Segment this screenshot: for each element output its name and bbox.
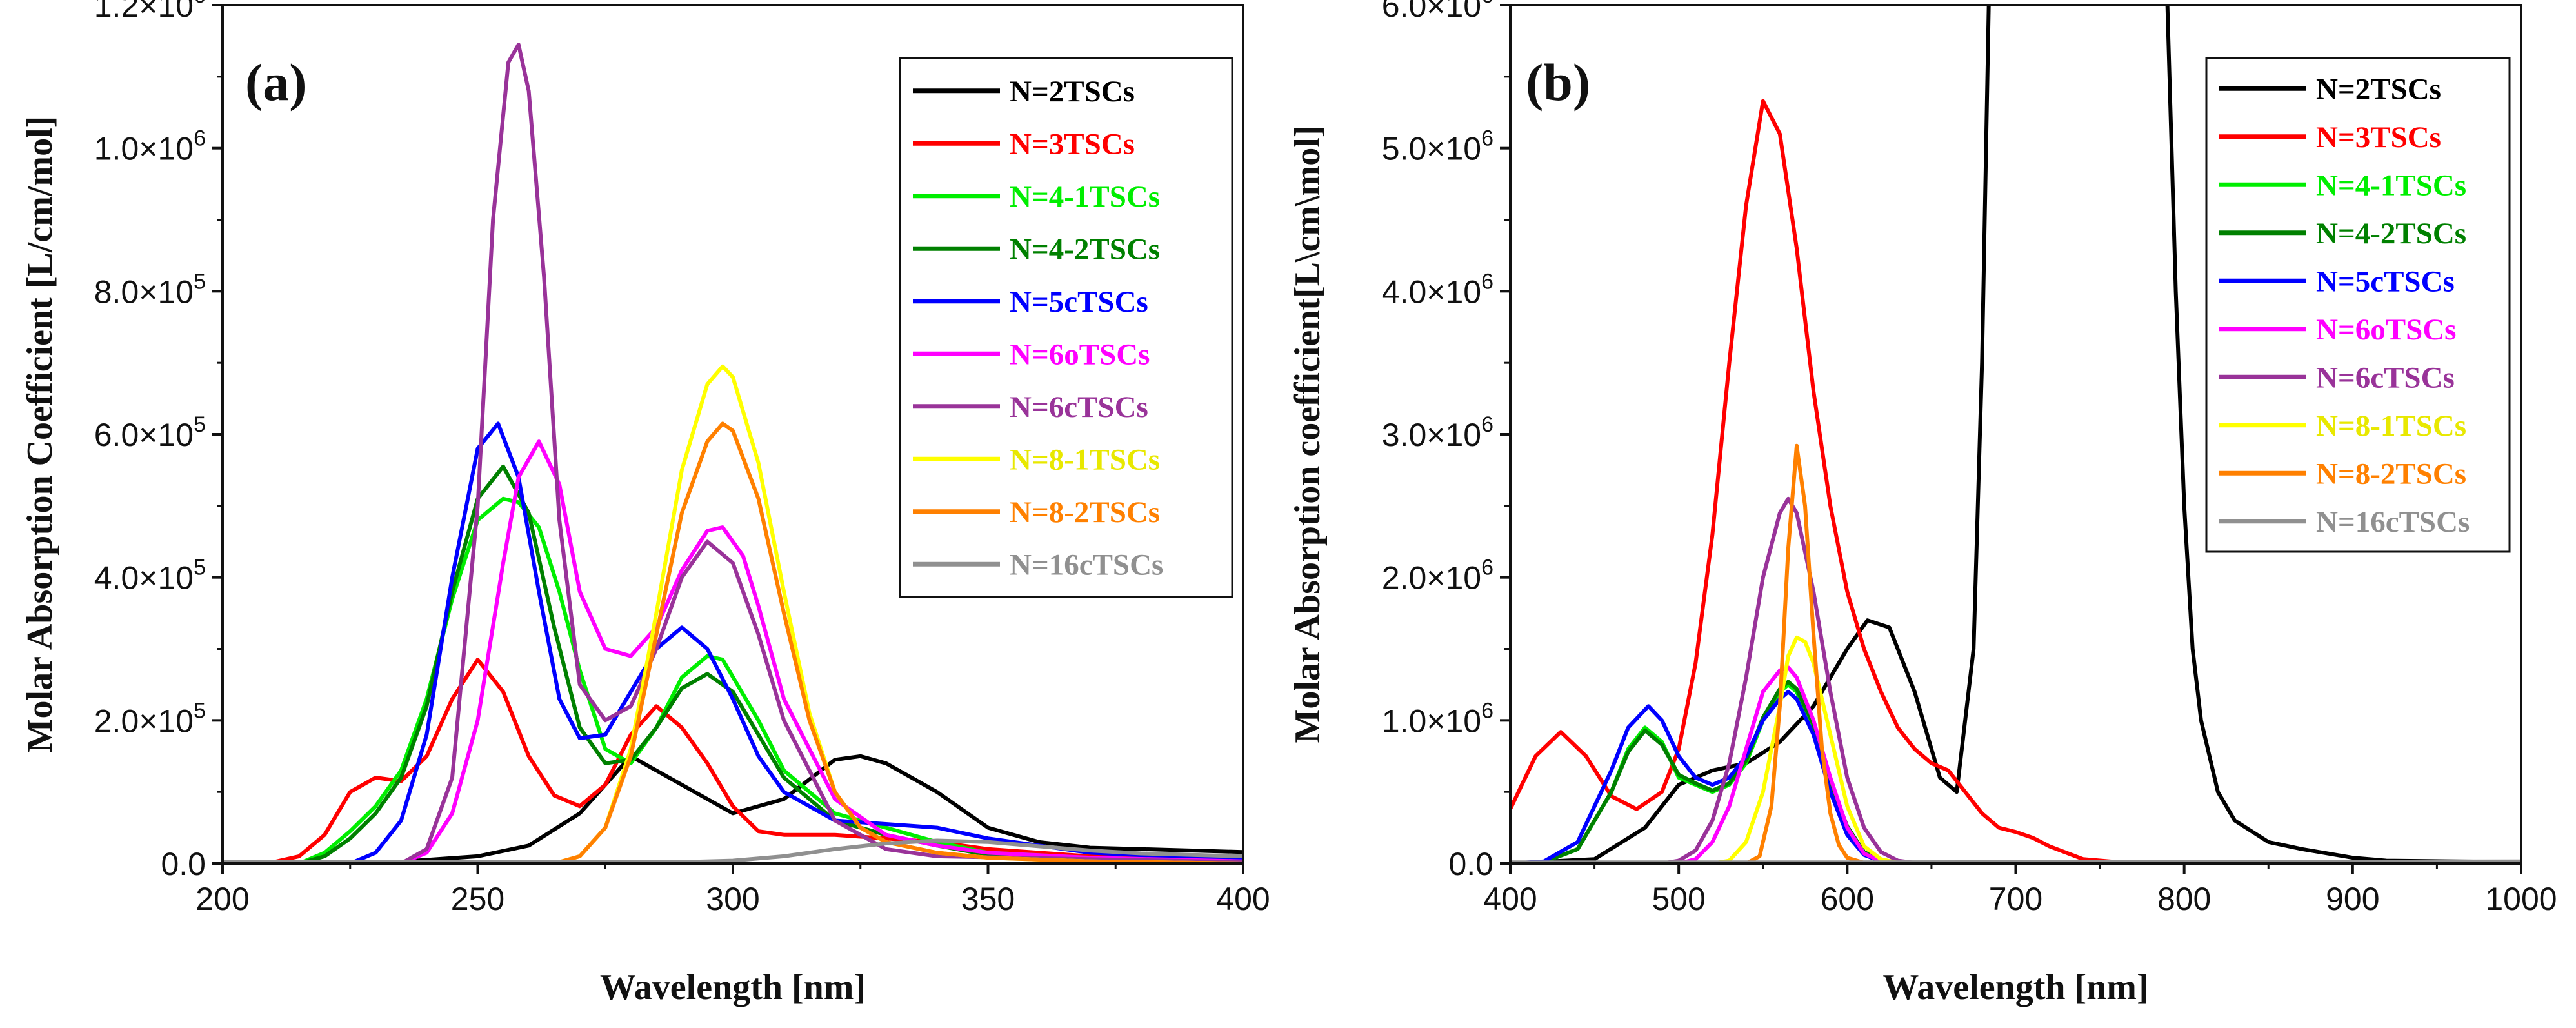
legend: N=2TSCs N=3TSCs N=4-1TSCs N=4-2TSCs N=5cTSCs… [2205, 57, 2511, 553]
y-tick-label: 0.0 [161, 846, 206, 882]
x-tick-label: 200 [195, 881, 249, 917]
y-tick-exponent: 5 [194, 269, 206, 294]
x-tick-label: 700 [1989, 881, 2042, 917]
y-tick-exponent: 6 [1481, 126, 1493, 151]
legend-label-n-2tscs: N=2TSCs [2316, 72, 2441, 106]
y-tick-exponent: 6 [1481, 698, 1493, 723]
y-tick-exponent: 6 [1481, 412, 1493, 437]
series-line-n-6ctscs [223, 43, 1243, 863]
y-tick-mantissa: 6.0×10 [94, 417, 194, 453]
legend-label-n-2tscs: N=2TSCs [1010, 75, 1135, 108]
series-line-n-2tscs [1510, 5, 2521, 863]
y-tick-mantissa: 3.0×10 [1382, 417, 1481, 453]
y-tick-label: 6.0×105 [94, 412, 206, 453]
y-tick-label: 4.0×106 [1382, 269, 1493, 310]
y-tick-label: 8.0×105 [94, 269, 206, 310]
y-tick-mantissa: 1.0×10 [1382, 703, 1481, 739]
y-tick-exponent: 5 [194, 698, 206, 723]
chart-panel-b: 400 500 600 700 800 900 10000.01.0×1062.0×1063… [1288, 0, 2557, 1007]
legend-label-n-4-1tscs: N=4-1TSCs [1010, 180, 1160, 214]
y-tick-label: 2.0×105 [94, 698, 206, 739]
y-tick-label: 1.0×106 [1382, 698, 1493, 739]
y-tick-label: 1.2×106 [94, 0, 206, 24]
y-tick-exponent: 6 [194, 0, 206, 8]
legend-label-n-8-2tscs: N=8-2TSCs [1010, 496, 1160, 529]
series-line-n-8-2tscs [223, 421, 1243, 863]
x-tick-label: 800 [2157, 881, 2211, 917]
legend-label-n-4-2tscs: N=4-2TSCs [2316, 217, 2466, 250]
legend-label-n-3tscs: N=3TSCs [2316, 121, 2441, 154]
chart-panel-a: 200 250 300 350 4000.02.0×1054.0×1056.0×1058… [20, 0, 1270, 1007]
y-tick-label: 0.0 [1448, 846, 1493, 882]
series-line-n-8-2tscs [1510, 443, 2018, 863]
y-tick-label: 1.0×106 [94, 126, 206, 167]
legend-label-n-16ctscs: N=16cTSCs [1010, 548, 1163, 581]
y-tick-label: 6.0×106 [1382, 0, 1493, 24]
y-axis-title: Molar Absorption Coefficient [L/cm/mol] [20, 116, 60, 753]
legend-label-n-5ctscs: N=5cTSCs [2316, 265, 2455, 298]
y-tick-exponent: 6 [194, 126, 206, 151]
x-tick-label: 350 [961, 881, 1015, 917]
series-line-n-6ctscs [1510, 496, 2018, 863]
y-tick-mantissa: 1.0×10 [94, 131, 194, 167]
legend-label-n-4-2tscs: N=4-2TSCs [1010, 232, 1160, 266]
y-tick-exponent: 6 [1481, 0, 1493, 8]
y-tick-mantissa: 0.0 [1448, 846, 1493, 882]
series-line-n-16ctscs [223, 838, 1243, 863]
y-tick-mantissa: 6.0×10 [1382, 0, 1481, 24]
legend-box [899, 57, 1233, 598]
legend-label-n-6ctscs: N=6cTSCs [2316, 361, 2455, 394]
legend: N=2TSCs N=3TSCs N=4-1TSCs N=4-2TSCs N=5cTSCs… [899, 57, 1233, 598]
series-line-n-16ctscs [1510, 859, 2521, 863]
legend-label-n-3tscs: N=3TSCs [1010, 127, 1135, 161]
y-tick-mantissa: 4.0×10 [94, 560, 194, 596]
x-axis-title: Wavelength [nm] [600, 967, 866, 1007]
legend-label-n-6ctscs: N=6cTSCs [1010, 390, 1148, 424]
x-tick-label: 600 [1821, 881, 1874, 917]
x-tick-label: 900 [2326, 881, 2379, 917]
x-tick-label: 400 [1483, 881, 1537, 917]
x-tick-label: 1000 [2485, 881, 2557, 917]
legend-label-n-6otscs: N=6oTSCs [1010, 338, 1150, 371]
y-tick-mantissa: 2.0×10 [1382, 560, 1481, 596]
series-line-n-2tscs [223, 754, 1243, 863]
x-tick-label: 500 [1652, 881, 1705, 917]
x-axis-title: Wavelength [nm] [1882, 967, 2148, 1007]
legend-box [2205, 57, 2511, 553]
y-tick-label: 5.0×106 [1382, 126, 1493, 167]
y-tick-mantissa: 8.0×10 [94, 274, 194, 310]
y-axis-title: Molar Absorption coefficient[L\cm\mol] [1288, 125, 1328, 743]
y-tick-exponent: 5 [194, 556, 206, 580]
y-tick-mantissa: 2.0×10 [94, 703, 194, 739]
y-tick-mantissa: 4.0×10 [1382, 274, 1481, 310]
legend-label-n-8-2tscs: N=8-2TSCs [2316, 457, 2466, 490]
series-line-n-3tscs [1510, 99, 2521, 863]
series-group [223, 43, 1243, 863]
y-tick-label: 2.0×106 [1382, 556, 1493, 596]
y-tick-label: 4.0×105 [94, 556, 206, 596]
x-tick-label: 300 [706, 881, 759, 917]
panel-label: (b) [1526, 53, 1590, 112]
y-tick-exponent: 5 [194, 412, 206, 437]
x-tick-label: 250 [451, 881, 504, 917]
legend-label-n-6otscs: N=6oTSCs [2316, 313, 2456, 347]
y-tick-mantissa: 0.0 [161, 846, 206, 882]
y-tick-mantissa: 5.0×10 [1382, 131, 1481, 167]
y-tick-exponent: 6 [1481, 556, 1493, 580]
y-tick-exponent: 6 [1481, 269, 1493, 294]
y-tick-mantissa: 1.2×10 [94, 0, 194, 24]
legend-label-n-4-1tscs: N=4-1TSCs [2316, 168, 2466, 202]
legend-label-n-16ctscs: N=16cTSCs [2316, 505, 2470, 539]
panel-label: (a) [245, 53, 307, 112]
x-tick-label: 400 [1216, 881, 1270, 917]
legend-label-n-8-1tscs: N=8-1TSCs [2316, 409, 2466, 443]
series-line-n-4-2tscs [223, 464, 1243, 863]
y-tick-label: 3.0×106 [1382, 412, 1493, 453]
series-group [1510, 5, 2521, 863]
legend-label-n-8-1tscs: N=8-1TSCs [1010, 443, 1160, 476]
legend-label-n-5ctscs: N=5cTSCs [1010, 285, 1148, 319]
